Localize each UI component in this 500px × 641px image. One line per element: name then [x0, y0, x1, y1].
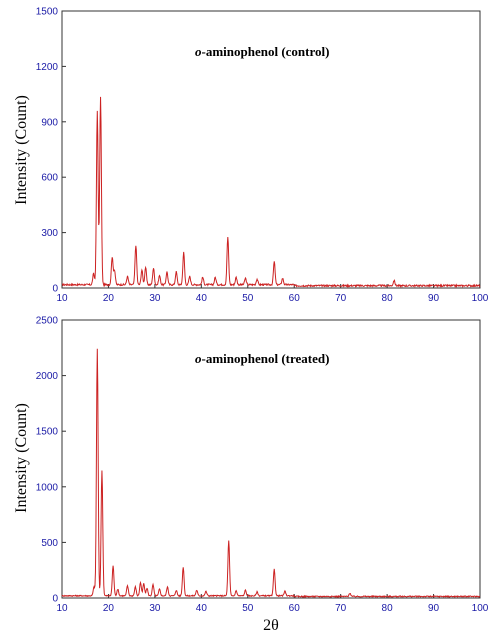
panel-control: 10 20 30 40 50 60 70 80 90 100030060090012001500 … — [13, 7, 489, 305]
y-tick-label-control: 600 — [41, 173, 58, 184]
y-tick-label-treated: 0 — [52, 594, 58, 605]
x-axis-label: 2θ — [263, 617, 279, 634]
panel-title-control: o-aminophenol (control) — [195, 44, 329, 59]
y-axis-label-treated: Intensity (Count) — [13, 403, 30, 513]
x-tick-label-control: 40 — [196, 293, 208, 304]
x-tick-label-control: 60 — [289, 293, 301, 304]
x-tick-label-treated: 30 — [149, 603, 161, 614]
x-tick-label-treated: 70 — [335, 603, 347, 614]
y-axis-label-control: Intensity (Count) — [13, 95, 30, 205]
tick-group-control: 10 20 30 40 50 60 70 80 90 100 0 300 600 900 1200 1500 — [36, 7, 489, 305]
y-tick-label-treated: 500 — [41, 538, 58, 549]
plot-frame-control — [61, 10, 481, 289]
x-tick-label-control: 90 — [428, 293, 440, 304]
x-tick-label-control: 100 — [472, 293, 489, 304]
y-tick-label-treated: 2000 — [36, 371, 59, 382]
y-tick-label-control: 1200 — [36, 62, 59, 73]
x-tick-label-control: 20 — [103, 293, 115, 304]
x-tick-label-treated: 60 — [289, 603, 301, 614]
x-tick-label-treated: 10 — [56, 603, 68, 614]
series-line-treated — [61, 348, 481, 599]
x-tick-label-treated: 50 — [242, 603, 254, 614]
y-tick-label-treated: 1500 — [36, 427, 59, 438]
y-tick-label-control: 300 — [41, 228, 58, 239]
plot-frame-treated — [61, 319, 481, 599]
x-tick-label-treated: 40 — [196, 603, 208, 614]
series-line-control — [61, 96, 481, 288]
y-tick-label-control: 900 — [41, 117, 58, 128]
x-tick-label-treated: 80 — [382, 603, 394, 614]
y-tick-label-control: 0 — [52, 284, 58, 295]
y-tick-label-treated: 1000 — [36, 482, 59, 493]
y-tick-label-treated: 2500 — [36, 316, 59, 327]
tick-marks-control — [61, 10, 481, 289]
x-tick-label-treated: 20 — [103, 603, 115, 614]
x-tick-label-treated: 100 — [472, 603, 489, 614]
x-tick-label-control: 80 — [382, 293, 394, 304]
x-tick-label-control: 70 — [335, 293, 347, 304]
panel-title-treated: o-aminophenol (treated) — [195, 351, 329, 366]
x-tick-label-treated: 90 — [428, 603, 440, 614]
y-tick-label-control: 1500 — [36, 7, 59, 18]
x-tick-label-control: 30 — [149, 293, 161, 304]
tick-group-treated: 10 20 30 40 50 60 70 80 90 1000500100015002000250… — [36, 316, 489, 615]
x-tick-label-control: 10 — [56, 293, 68, 304]
x-tick-label-control: 50 — [242, 293, 254, 304]
panel-treated: 10 20 30 40 50 60 70 80 90 1000500100015002000250… — [13, 316, 489, 635]
